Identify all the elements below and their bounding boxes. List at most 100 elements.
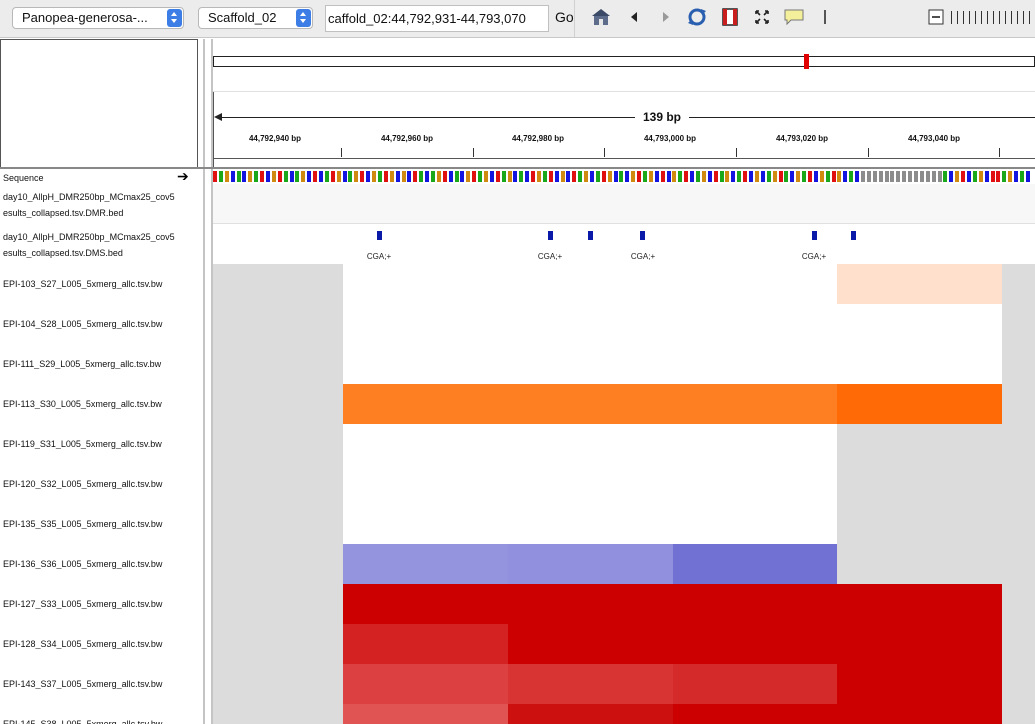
heatmap-cell[interactable] bbox=[508, 504, 673, 544]
heatmap-cell[interactable] bbox=[1002, 424, 1035, 464]
track-name-dmr-line2[interactable]: esults_collapsed.tsv.DMR.bed bbox=[3, 208, 124, 218]
heatmap-cell[interactable] bbox=[508, 344, 673, 384]
heatmap-cell[interactable] bbox=[508, 264, 673, 304]
zoom-tick[interactable] bbox=[951, 11, 952, 24]
heatmap-cell[interactable] bbox=[1002, 344, 1035, 384]
track-name-sample[interactable]: EPI-113_S30_L005_5xmerg_allc.tsv.bw bbox=[3, 399, 162, 409]
heatmap-cell[interactable] bbox=[673, 384, 837, 424]
heatmap-cell[interactable] bbox=[213, 624, 343, 664]
dms-feature[interactable] bbox=[588, 231, 593, 240]
chromosome-ideogram[interactable] bbox=[213, 39, 1035, 91]
track-name-dmr[interactable]: day10_AllpH_DMR250bp_MCmax25_cov5 bbox=[3, 192, 175, 202]
zoom-slider[interactable] bbox=[951, 11, 1035, 24]
dms-feature[interactable] bbox=[548, 231, 553, 240]
heatmap-cell[interactable] bbox=[1002, 304, 1035, 344]
attribute-divider[interactable] bbox=[211, 39, 213, 724]
heatmap-cell[interactable] bbox=[673, 304, 837, 344]
zoom-tick[interactable] bbox=[987, 11, 988, 24]
heatmap-cell[interactable] bbox=[343, 264, 508, 304]
track-name-sample[interactable]: EPI-136_S36_L005_5xmerg_allc.tsv.bw bbox=[3, 559, 163, 569]
track-name-sample[interactable]: EPI-104_S28_L005_5xmerg_allc.tsv.bw bbox=[3, 319, 163, 329]
heatmap-cell[interactable] bbox=[213, 664, 343, 704]
dms-feature[interactable] bbox=[812, 231, 817, 240]
zoom-tick[interactable] bbox=[1005, 11, 1006, 24]
heatmap-cell[interactable] bbox=[343, 504, 508, 544]
heatmap-cell[interactable] bbox=[837, 584, 1002, 624]
track-name-sample[interactable]: EPI-103_S27_L005_5xmerg_allc.tsv.bw bbox=[3, 279, 163, 289]
heatmap-cell[interactable] bbox=[213, 384, 343, 424]
track-name-sample[interactable]: EPI-143_S37_L005_5xmerg_allc.tsv.bw bbox=[3, 679, 163, 689]
heatmap-cell[interactable] bbox=[213, 304, 343, 344]
zoom-tick[interactable] bbox=[969, 11, 970, 24]
heatmap-cell[interactable] bbox=[213, 584, 343, 624]
heatmap-cell[interactable] bbox=[343, 664, 508, 704]
heatmap-cell[interactable] bbox=[1002, 664, 1035, 704]
heatmap-cell[interactable] bbox=[343, 424, 508, 464]
zoom-tick[interactable] bbox=[1023, 11, 1024, 24]
heatmap-cell[interactable] bbox=[1002, 464, 1035, 504]
track-name-sample[interactable]: EPI-127_S33_L005_5xmerg_allc.tsv.bw bbox=[3, 599, 163, 609]
heatmap-cell[interactable] bbox=[837, 504, 1002, 544]
heatmap-cell[interactable] bbox=[508, 304, 673, 344]
heatmap-cell[interactable] bbox=[837, 304, 1002, 344]
heatmap-cell[interactable] bbox=[508, 464, 673, 504]
refresh-icon[interactable] bbox=[686, 6, 708, 28]
dmr-track[interactable] bbox=[213, 184, 1035, 224]
heatmap-cell[interactable] bbox=[1002, 704, 1035, 724]
dms-track[interactable]: CGA;+ CGA;+ CGA;+ CGA;+ bbox=[213, 225, 1035, 264]
heatmap-cell[interactable] bbox=[213, 344, 343, 384]
heatmap-cell[interactable] bbox=[673, 464, 837, 504]
go-button[interactable]: Go bbox=[555, 9, 574, 25]
heatmap-cell[interactable] bbox=[508, 544, 673, 584]
track-name-dms[interactable]: day10_AllpH_DMR250bp_MCmax25_cov5 bbox=[3, 232, 175, 242]
heatmap-cell[interactable] bbox=[1002, 624, 1035, 664]
zoom-tick[interactable] bbox=[993, 11, 994, 24]
heatmap-cell[interactable] bbox=[673, 344, 837, 384]
chromosome-select[interactable]: Scaffold_02 bbox=[198, 7, 313, 29]
heatmap-cell[interactable] bbox=[837, 704, 1002, 724]
dms-feature[interactable] bbox=[851, 231, 856, 240]
heatmap-cell[interactable] bbox=[213, 544, 343, 584]
heatmap-cell[interactable] bbox=[1002, 584, 1035, 624]
dms-feature[interactable] bbox=[377, 231, 382, 240]
heatmap-cell[interactable] bbox=[673, 624, 837, 664]
data-panel[interactable]: CGA;+ CGA;+ CGA;+ CGA;+ bbox=[213, 169, 1035, 724]
fit-icon[interactable] bbox=[751, 6, 773, 28]
heatmap-cell[interactable] bbox=[213, 424, 343, 464]
track-name-sample[interactable]: EPI-128_S34_L005_5xmerg_allc.tsv.bw bbox=[3, 639, 163, 649]
heatmap-cell[interactable] bbox=[673, 504, 837, 544]
panel-divider[interactable] bbox=[203, 39, 205, 724]
heatmap-cell[interactable] bbox=[343, 344, 508, 384]
zoom-tick[interactable] bbox=[963, 11, 964, 24]
heatmap-cell[interactable] bbox=[837, 624, 1002, 664]
heatmap-cell[interactable] bbox=[343, 624, 508, 664]
zoom-tick[interactable] bbox=[1011, 11, 1012, 24]
dms-feature[interactable] bbox=[640, 231, 645, 240]
heatmap-cell[interactable] bbox=[837, 664, 1002, 704]
heatmap-cell[interactable] bbox=[213, 504, 343, 544]
heatmap-cell[interactable] bbox=[673, 544, 837, 584]
heatmap-cell[interactable] bbox=[508, 704, 673, 724]
locus-input[interactable]: caffold_02:44,792,931-44,793,070 bbox=[325, 5, 549, 32]
back-icon[interactable] bbox=[623, 6, 645, 28]
heatmap-cell[interactable] bbox=[673, 424, 837, 464]
track-name-sequence[interactable]: Sequence bbox=[3, 173, 44, 183]
zoom-tick[interactable] bbox=[975, 11, 976, 24]
zoom-tick[interactable] bbox=[1029, 11, 1030, 24]
heatmap-cell[interactable] bbox=[343, 464, 508, 504]
track-name-sample[interactable]: EPI-111_S29_L005_5xmerg_allc.tsv.bw bbox=[3, 359, 162, 369]
heatmap-cell[interactable] bbox=[343, 304, 508, 344]
heatmap-cell[interactable] bbox=[837, 344, 1002, 384]
zoom-tick[interactable] bbox=[1017, 11, 1018, 24]
track-name-sample[interactable]: EPI-145_S38_L005_5xmerg_allc.tsv.bw bbox=[3, 719, 163, 724]
heatmap-cell[interactable] bbox=[213, 464, 343, 504]
heatmap-cell[interactable] bbox=[837, 384, 1002, 424]
track-name-sample[interactable]: EPI-119_S31_L005_5xmerg_allc.tsv.bw bbox=[3, 439, 162, 449]
home-icon[interactable] bbox=[590, 6, 612, 28]
zoom-tick[interactable] bbox=[957, 11, 958, 24]
heatmap-cell[interactable] bbox=[1002, 264, 1035, 304]
zoom-tick[interactable] bbox=[981, 11, 982, 24]
heatmap-cell[interactable] bbox=[508, 624, 673, 664]
heatmap-cell[interactable] bbox=[213, 704, 343, 724]
heatmap-cell[interactable] bbox=[1002, 504, 1035, 544]
